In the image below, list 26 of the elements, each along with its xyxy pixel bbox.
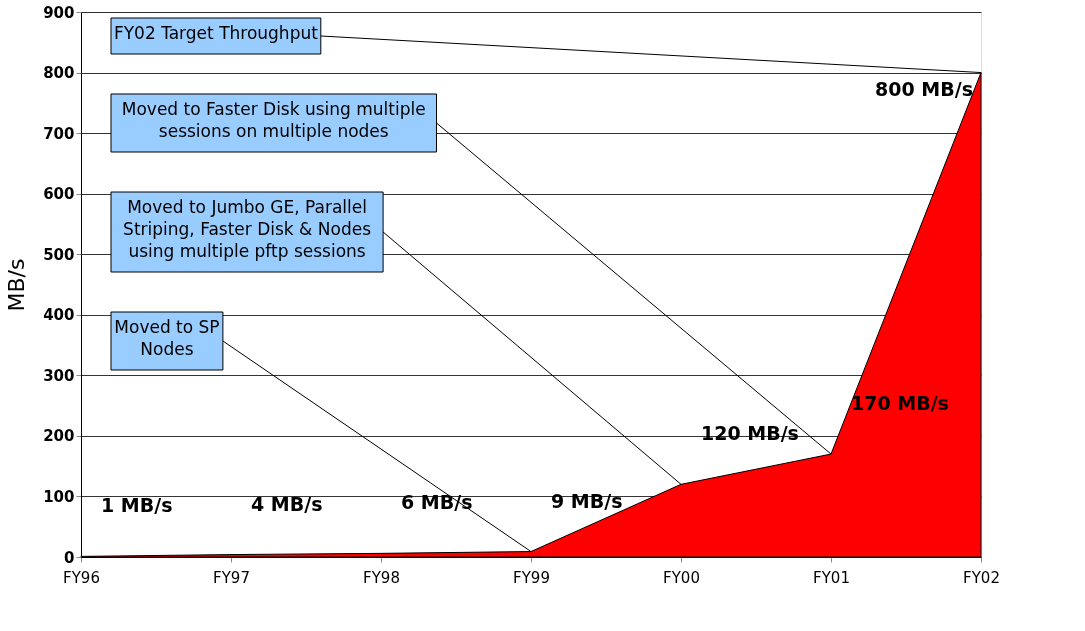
annotation: Moved to Jumbo GE, Parallel Striping, Faster Disk & Nodes using multiple pftp sessions [123,197,372,261]
y-tick-label: 900 [43,3,75,22]
x-tick-label: FY99 [513,568,550,587]
text: 1 MB/s [101,494,173,517]
text: 4 MB/s [251,492,323,515]
x-tick-label: FY98 [363,568,400,587]
y-tick-label: 800 [43,64,75,83]
text: 170 MB/s [851,392,949,415]
y-tick-label: 100 [43,487,75,506]
y-tick-label: 400 [43,306,75,325]
y-tick-label: 500 [43,245,75,264]
x-tick-label: FY01 [813,568,850,587]
y-tick-label: 300 [43,366,75,385]
x-tick-label: FY96 [63,568,100,587]
annotation: Moved to SP Nodes [114,317,220,359]
y-tick-label: 700 [43,124,75,143]
y-tick-label: 200 [43,427,75,446]
y-axis-title: MB/s [4,258,30,312]
annotation: Moved to Faster Disk using multiple sessions on multiple nodes [121,99,426,141]
x-tick-label: FY97 [213,568,250,587]
y-tick-label: 0 [64,548,75,567]
annotation: FY02 Target Throughput [113,23,319,43]
x-tick-label: FY00 [663,568,700,587]
x-tick-label: FY02 [963,568,1000,587]
text: 800 MB/s [875,77,973,100]
y-tick-label: 600 [43,185,75,204]
